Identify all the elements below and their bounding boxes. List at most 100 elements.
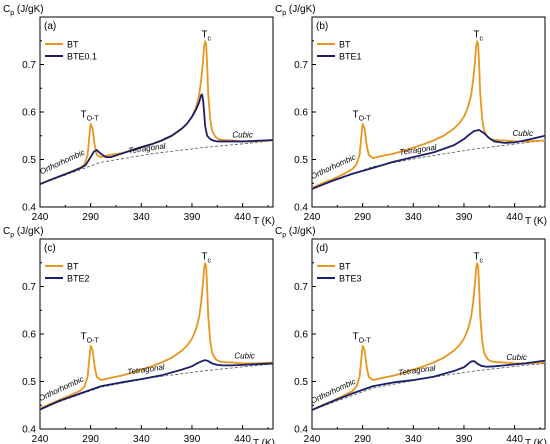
baseline-curve [40, 140, 273, 185]
y-axis-label: Cp (J/gK) [3, 4, 44, 17]
annotation-label: TO-T [81, 332, 100, 345]
annotation-label: TO-T [81, 110, 100, 123]
panel-label: (d) [316, 243, 328, 254]
y-tick-label: 0.7 [294, 282, 308, 293]
y-tick-label: 0.6 [22, 108, 36, 119]
annotation-sub: c [207, 35, 211, 42]
annotation-label: TO-T [353, 332, 372, 345]
series-line-bte1 [312, 129, 545, 190]
annotation-sub: O-T [359, 116, 372, 123]
y-tick-label: 0.5 [22, 155, 36, 166]
series-line-bte3 [312, 359, 545, 411]
x-tick-label: 240 [32, 434, 49, 444]
y-axis-label-unit: (J/gK) [286, 4, 315, 15]
annotation-label: Tetragonal [128, 141, 167, 155]
y-axis-label-sub: p [10, 232, 14, 239]
x-tick-label: 440 [234, 434, 251, 444]
panel-2: 240 290 340 390 440 0.4 0.5 0.6 0.7 Cp (J/gK) T (K… [275, 4, 547, 227]
y-tick-label: 0.4 [22, 203, 36, 214]
y-tick-label: 0.4 [294, 425, 308, 436]
annotation-text: T [81, 110, 87, 121]
x-axis-label: T (K) [525, 216, 547, 227]
annotation-sub: O-T [359, 338, 372, 345]
y-tick-label: 0.5 [294, 377, 308, 388]
y-tick-label: 0.5 [294, 155, 308, 166]
series-line-bt [40, 262, 273, 410]
x-axis-label: T (K) [525, 438, 547, 444]
x-tick-label: 290 [354, 434, 371, 444]
y-axis-label-base: C [3, 4, 10, 15]
y-axis-label-sub: p [282, 232, 286, 239]
annotation-label: Cubic [506, 353, 526, 362]
legend-label: BTE0.1 [67, 52, 97, 62]
series-line-bte2 [40, 359, 273, 411]
baseline-curve [312, 363, 545, 411]
annotation-text: T [201, 29, 207, 40]
series-line-bt [312, 40, 545, 189]
y-axis-label: Cp (J/gK) [275, 226, 316, 239]
y-tick-label: 0.7 [294, 60, 308, 71]
y-axis-label-unit: (J/gK) [14, 226, 43, 237]
y-axis-label: Cp (J/gK) [3, 226, 44, 239]
x-tick-label: 340 [405, 212, 422, 223]
y-axis-label: Cp (J/gK) [275, 4, 316, 17]
annotation-label: Tc [201, 29, 211, 42]
annotation-sub: c [479, 35, 483, 42]
x-tick-label: 340 [405, 434, 422, 444]
annotation-sub: O-T [87, 116, 100, 123]
annotation-sub: c [207, 257, 211, 264]
panel-4: 240 290 340 390 440 0.4 0.5 0.6 0.7 Cp (J/gK) T (K… [275, 226, 547, 444]
panel-3: 240 290 340 390 440 0.4 0.5 0.6 0.7 Cp (J/gK) T (K… [3, 226, 275, 444]
annotation-label: TO-T [353, 110, 372, 123]
annotation-label: Cubic [234, 352, 254, 361]
y-tick-label: 0.6 [22, 330, 36, 341]
annotation-label: Cubic [512, 129, 532, 138]
panel-label: (b) [316, 21, 328, 32]
annotation-text: T [81, 332, 87, 343]
x-axis-label: T (K) [253, 438, 275, 444]
x-tick-label: 340 [133, 212, 150, 223]
x-tick-label: 390 [184, 212, 201, 223]
x-tick-label: 440 [506, 434, 523, 444]
x-tick-label: 390 [184, 434, 201, 444]
panel-label: (c) [44, 243, 56, 254]
series-line-bt [40, 40, 273, 186]
annotation-text: T [353, 332, 359, 343]
annotation-label: Tc [201, 251, 211, 264]
x-tick-label: 240 [32, 212, 49, 223]
x-axis-label: T (K) [253, 216, 275, 227]
x-tick-label: 340 [133, 434, 150, 444]
y-tick-label: 0.5 [22, 377, 36, 388]
y-tick-label: 0.6 [294, 108, 308, 119]
y-axis-label-base: C [275, 226, 282, 237]
annotation-label: Orthorhombic [38, 148, 86, 177]
baseline-curve [312, 140, 545, 189]
panel-1: 240 290 340 390 440 0.4 0.5 0.6 0.7 Cp (J/gK) T (K… [3, 4, 275, 227]
annotation-label: Cubic [232, 131, 252, 140]
y-axis-label-base: C [3, 226, 10, 237]
y-tick-label: 0.6 [294, 330, 308, 341]
annotation-label: Tetragonal [399, 143, 438, 157]
annotation-sub: O-T [87, 338, 100, 345]
series-line-bt [312, 262, 545, 411]
annotation-sub: c [479, 257, 483, 264]
y-axis-label-unit: (J/gK) [14, 4, 43, 15]
baseline-curve [40, 363, 273, 409]
y-axis-label-unit: (J/gK) [286, 226, 315, 237]
y-tick-label: 0.4 [294, 203, 308, 214]
legend-label: BTE2 [67, 274, 90, 284]
x-tick-label: 240 [304, 212, 321, 223]
series-line-bte0-1 [40, 93, 273, 186]
annotation-label: Tc [473, 29, 483, 42]
x-tick-label: 440 [234, 212, 251, 223]
legend-label: BTE1 [339, 52, 362, 62]
x-tick-label: 240 [304, 434, 321, 444]
x-tick-label: 440 [506, 212, 523, 223]
y-tick-label: 0.7 [22, 60, 36, 71]
annotation-label: Tetragonal [398, 363, 437, 377]
x-tick-label: 390 [456, 434, 473, 444]
legend-label: BT [67, 40, 79, 50]
y-axis-label-sub: p [10, 10, 14, 17]
legend-label: BTE3 [339, 274, 362, 284]
